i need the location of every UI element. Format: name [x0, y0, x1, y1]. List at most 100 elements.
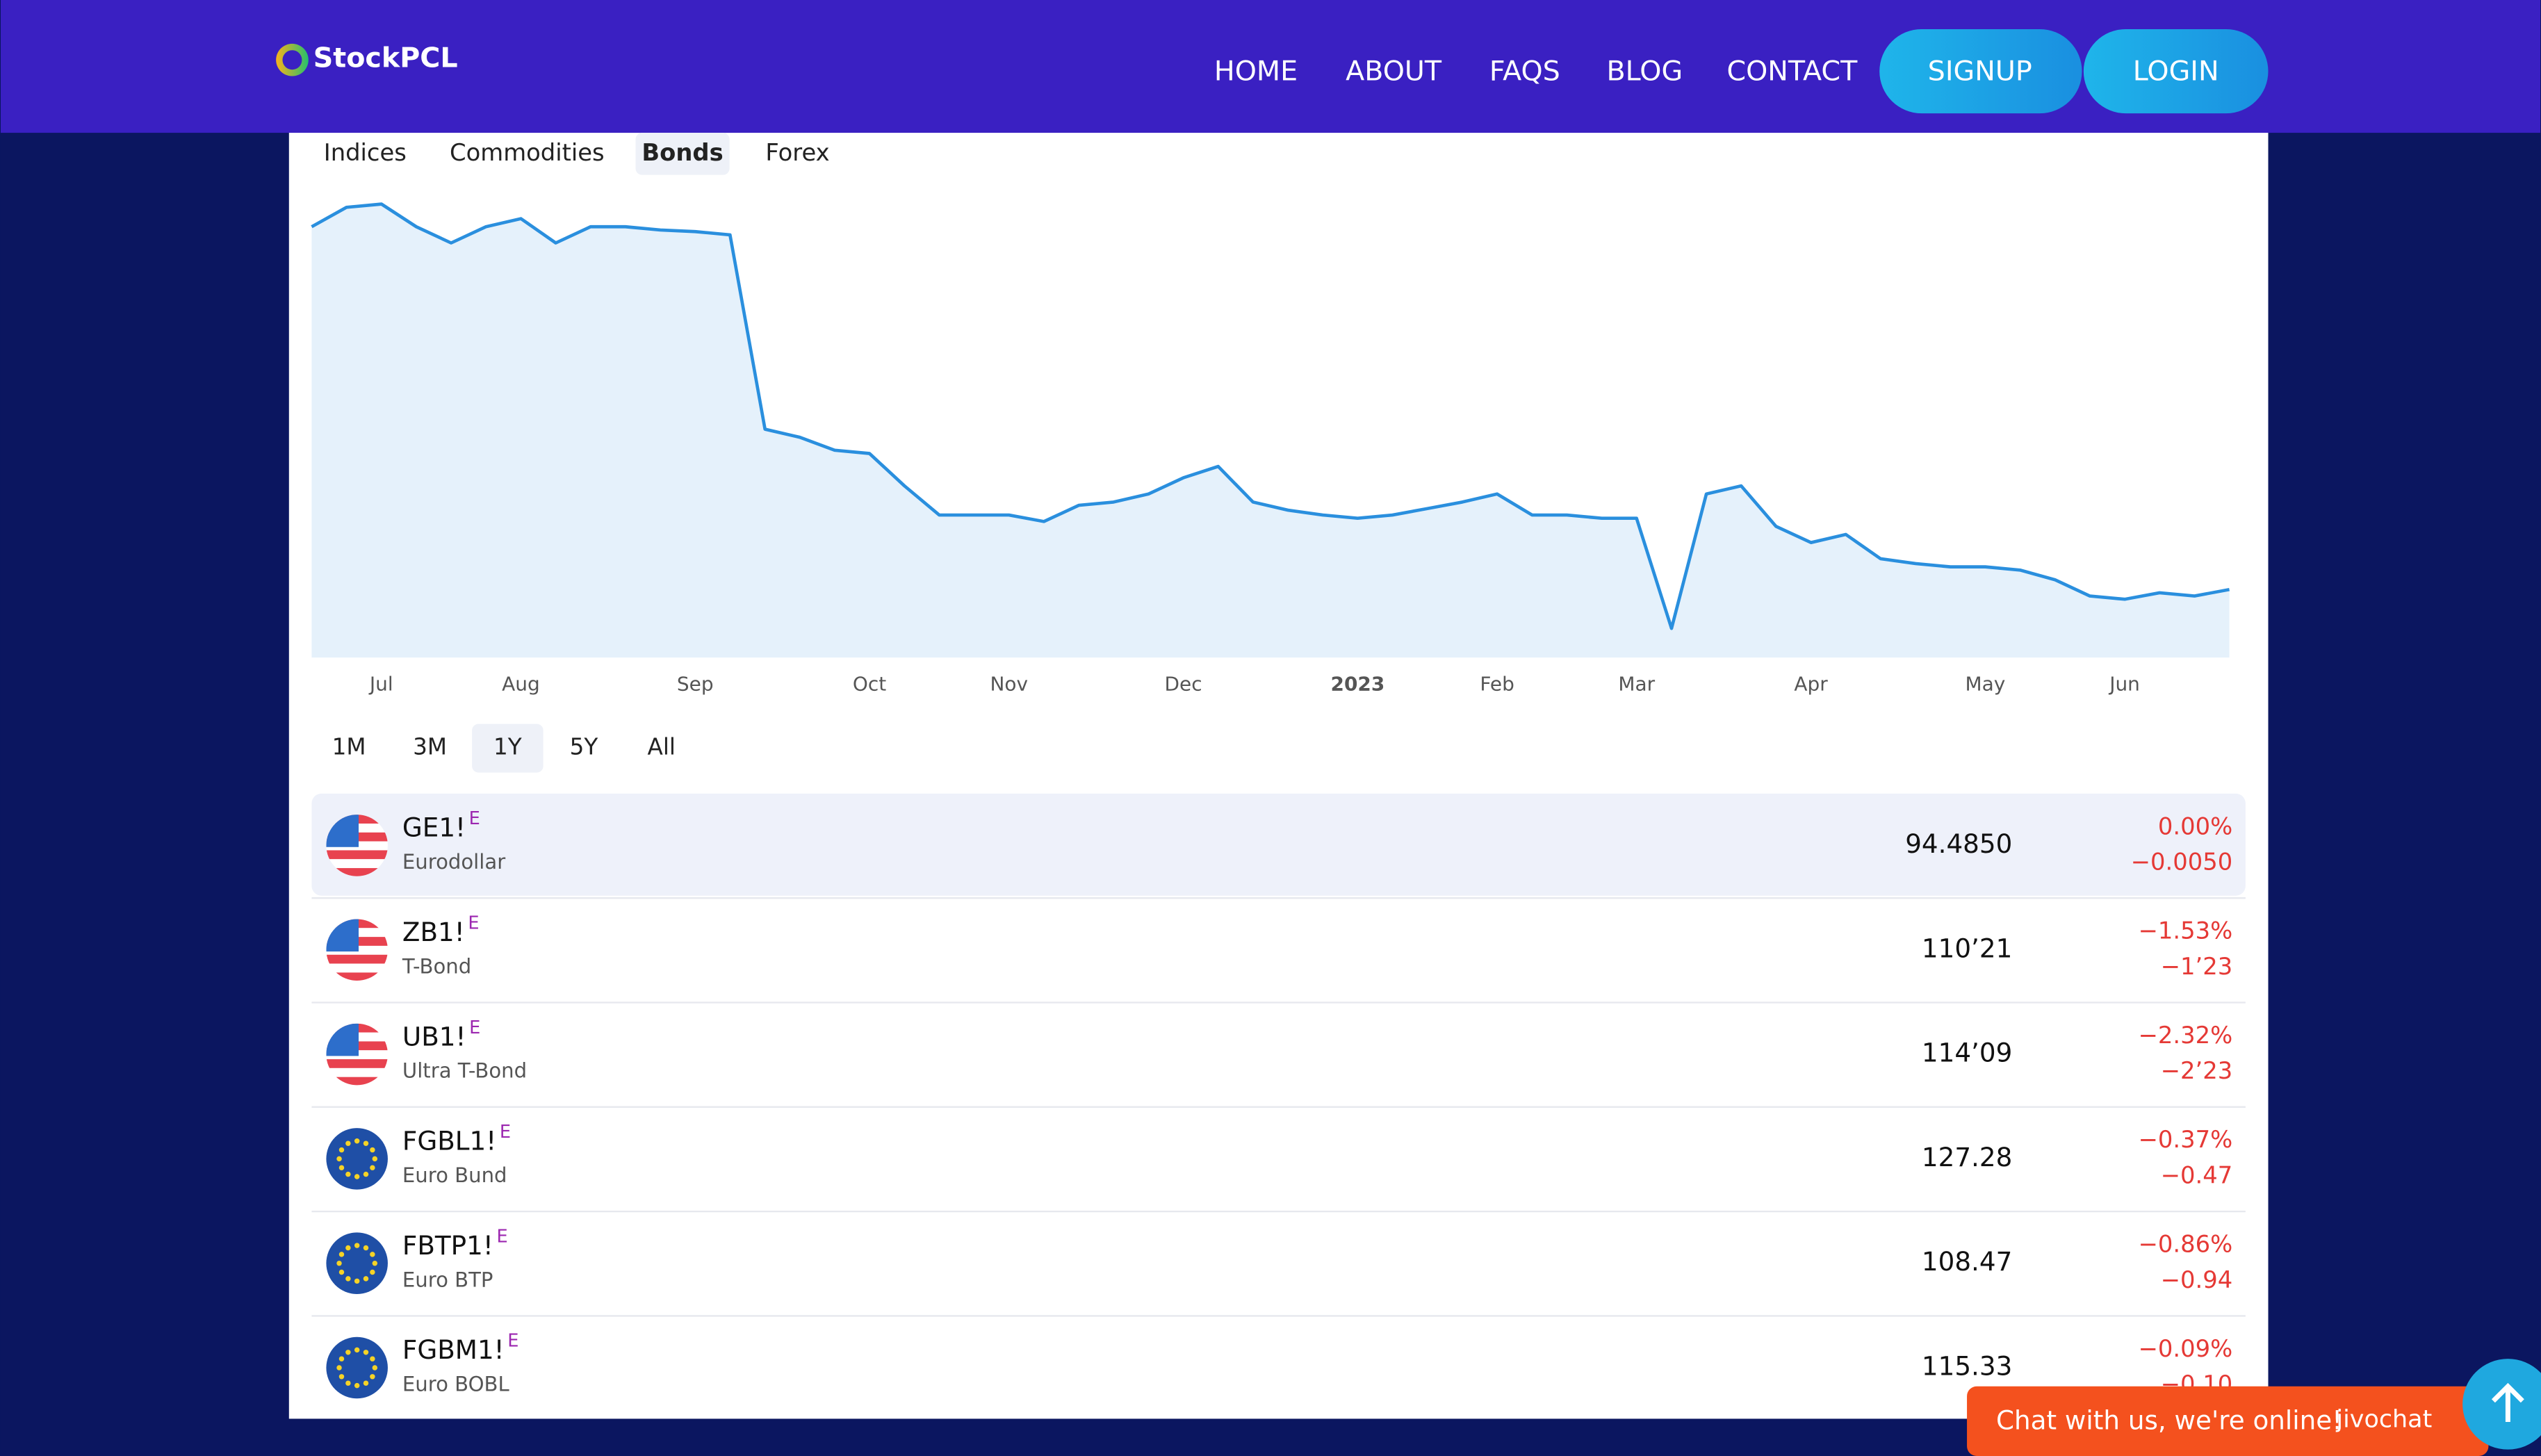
x-tick-label: May [1966, 673, 2006, 696]
flag-star [345, 1380, 351, 1386]
flag-star [363, 1350, 369, 1355]
symbol[interactable]: ZB1! [402, 917, 465, 947]
instrument-name: Ultra T-Bond [402, 1059, 527, 1083]
signup-button[interactable] [1879, 28, 2082, 114]
x-tick-label: Aug [502, 673, 540, 696]
change-percent: −2.32% [2139, 1022, 2233, 1049]
flag-star [354, 1174, 360, 1179]
flag-star [363, 1245, 369, 1251]
login-button[interactable] [2083, 28, 2269, 114]
flag [326, 1336, 388, 1399]
symbol[interactable]: FBTP1! [402, 1230, 493, 1261]
flag-stripe [326, 1059, 388, 1068]
chat-text[interactable]: Chat with us, we're online! [1996, 1405, 2342, 1436]
range-button[interactable]: 3M [413, 734, 447, 760]
flag-star [372, 1365, 378, 1371]
flag-star [338, 1252, 345, 1257]
flag-star [345, 1171, 351, 1177]
nav-link[interactable]: CONTACT [1726, 55, 1858, 87]
flag-star [336, 1365, 342, 1371]
flag-stripe [326, 859, 388, 869]
flag-star [336, 1156, 342, 1162]
nav-link[interactable]: FAQS [1489, 55, 1560, 87]
logo[interactable]: StockPCL [313, 42, 458, 74]
flag-star [363, 1171, 369, 1177]
tab[interactable]: Forex [765, 139, 829, 166]
change-percent: −0.86% [2139, 1231, 2233, 1258]
instrument-name: Eurodollar [402, 850, 505, 874]
badge: E [469, 1017, 480, 1038]
flag-star [354, 1278, 360, 1284]
flag-star [354, 1138, 360, 1144]
symbol[interactable]: FGBL1! [402, 1126, 496, 1156]
x-tick-label: Jul [368, 673, 393, 696]
signup-label[interactable]: SIGNUP [1928, 55, 2032, 87]
instrument-name: T-Bond [402, 954, 471, 978]
line [311, 202, 2230, 630]
tab[interactable]: Commodities [450, 139, 605, 166]
x-tick-label: Mar [1618, 673, 1655, 696]
flag-star [370, 1374, 375, 1380]
nav-link[interactable]: BLOG [1606, 55, 1683, 87]
x-tick-label: Dec [1165, 673, 1202, 696]
flag [326, 1128, 388, 1190]
flag-stripe [326, 963, 388, 973]
flag [326, 815, 388, 876]
flag-star [363, 1276, 369, 1282]
login-label[interactable]: LOGIN [2133, 55, 2219, 87]
scroll-top[interactable] [2462, 1359, 2541, 1450]
change: −1’23 [2161, 953, 2233, 980]
tab[interactable]: Bonds [642, 139, 723, 166]
flag-star [363, 1380, 369, 1386]
flag-stripe [326, 1077, 388, 1086]
flag-stripe [326, 868, 388, 876]
logo-icon-inner [282, 50, 302, 70]
price: 94.4850 [1905, 828, 2012, 859]
flag-field [326, 1336, 388, 1399]
flag-star [372, 1260, 378, 1266]
price: 114’09 [1922, 1038, 2012, 1068]
chat-brand[interactable]: jivochat [2335, 1406, 2432, 1434]
flag-star [338, 1165, 345, 1170]
instrument-name: Euro BOBL [402, 1373, 510, 1396]
flag-star [336, 1260, 342, 1266]
change-percent: −0.37% [2139, 1126, 2233, 1153]
badge: E [469, 808, 480, 829]
flag-star [345, 1276, 351, 1282]
change: −0.0050 [2131, 849, 2233, 876]
badge: E [496, 1226, 507, 1247]
instrument-name: Euro BTP [402, 1268, 493, 1291]
nav-link[interactable]: ABOUT [1346, 55, 1442, 87]
flag-stripe [326, 850, 388, 860]
range-button[interactable]: 1M [332, 734, 366, 760]
flag-star [370, 1356, 375, 1361]
x-tick-label: Feb [1480, 673, 1514, 696]
range-button[interactable]: 1Y [493, 734, 522, 760]
symbol[interactable]: GE1! [402, 812, 466, 843]
symbol[interactable]: FGBM1! [402, 1334, 505, 1365]
flag-star [370, 1252, 375, 1257]
flag-star [370, 1147, 375, 1153]
flag-star [338, 1374, 345, 1380]
range-button[interactable]: 5Y [570, 734, 598, 760]
change-percent: −1.53% [2139, 917, 2233, 944]
flag-star [354, 1382, 360, 1389]
row-highlight [311, 793, 2246, 896]
price: 110’21 [1922, 933, 2012, 963]
change: −2’23 [2161, 1057, 2233, 1084]
nav-link[interactable]: HOME [1214, 55, 1298, 87]
x-tick-label: Nov [990, 673, 1028, 696]
x-tick-label: Jun [2108, 673, 2140, 696]
change: −0.94 [2161, 1266, 2233, 1293]
flag-star [370, 1165, 375, 1170]
tab[interactable]: Indices [324, 139, 407, 166]
flag-star [354, 1347, 360, 1353]
range-button[interactable]: All [648, 734, 676, 760]
price: 108.47 [1922, 1246, 2012, 1277]
x-tick-label: Sep [677, 673, 714, 696]
flag-star [338, 1147, 345, 1153]
chat-box[interactable] [1967, 1386, 2489, 1456]
area [311, 204, 2230, 658]
symbol[interactable]: UB1! [402, 1021, 466, 1052]
